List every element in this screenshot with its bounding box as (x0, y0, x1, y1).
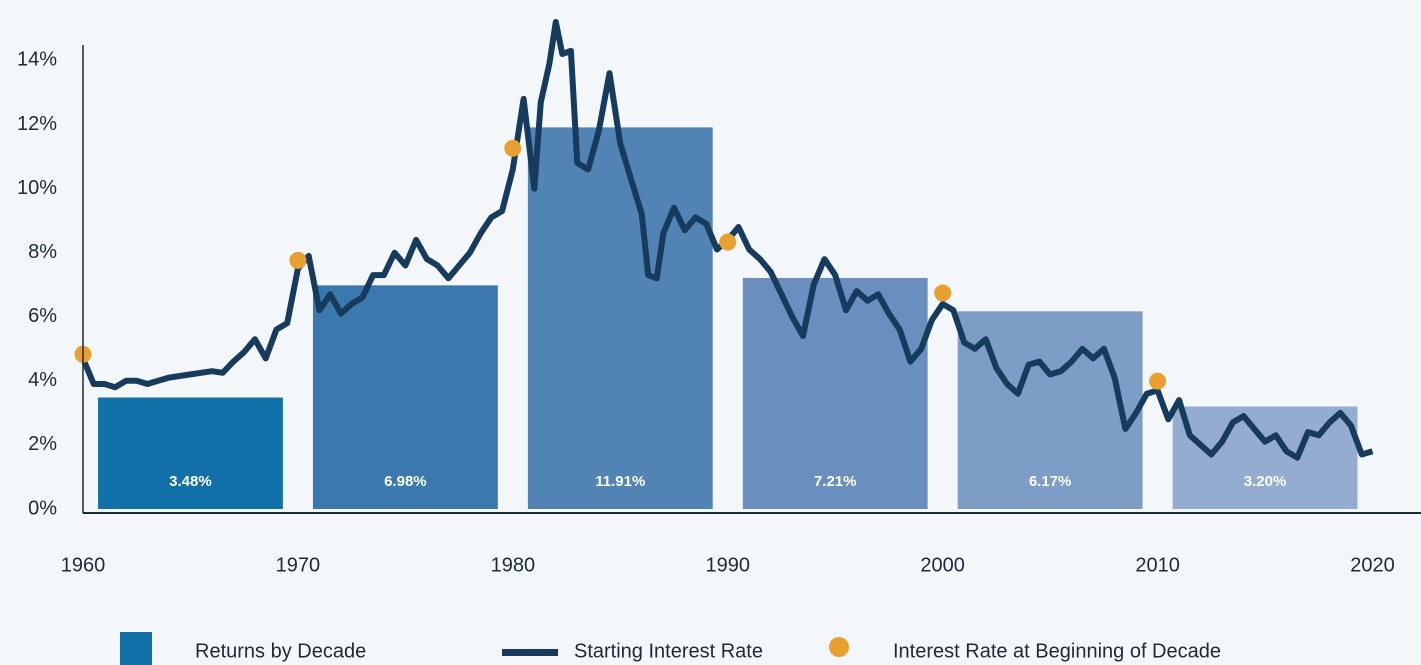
legend-swatch (120, 632, 152, 665)
y-tick-label: 12% (17, 113, 57, 135)
x-tick-label: 1970 (276, 554, 321, 576)
y-tick-label: 8% (28, 241, 57, 263)
bar (742, 277, 928, 509)
axes: 0% 2% 4% 6% 8% 10% 12% 14% 1960 1970 1980 1990 2000 2… (17, 45, 1421, 576)
bar-value-label: 3.20% (1244, 473, 1287, 490)
dots (74, 139, 1167, 390)
bar-value-label: 11.91% (595, 473, 645, 490)
y-tick-label: 4% (28, 369, 57, 391)
legend-label: Starting Interest Rate (574, 640, 763, 662)
x-tick-label: 2000 (920, 554, 965, 576)
bar (527, 127, 713, 510)
y-tick-label: 10% (17, 177, 57, 199)
bar (98, 397, 283, 509)
bar-value-label: 3.48% (169, 473, 212, 490)
bars: 3.48% 6.98% 11.91% 7.21% 6.17% 3.20% (98, 127, 1358, 510)
decade-dot (289, 251, 307, 269)
legend-label: Interest Rate at Beginning of Decade (893, 640, 1221, 662)
legend: Returns by Decade Starting Interest Rate I… (120, 632, 1221, 665)
x-tick-label: 2020 (1350, 554, 1395, 576)
decade-dot (934, 284, 952, 302)
bar-value-label: 6.98% (384, 473, 427, 490)
bar-value-label: 6.17% (1029, 473, 1072, 490)
x-tick-label: 2010 (1135, 554, 1180, 576)
decade-dot (719, 233, 737, 251)
decade-dot (1149, 372, 1167, 390)
decade-dot (504, 139, 522, 157)
bar-value-label: 7.21% (814, 473, 857, 490)
legend-label: Returns by Decade (195, 640, 366, 662)
y-tick-label: 2% (28, 433, 57, 455)
y-tick-label: 0% (28, 497, 57, 519)
x-tick-label: 1980 (491, 554, 536, 576)
x-tick-label: 1960 (61, 554, 106, 576)
y-tick-label: 6% (28, 305, 57, 327)
legend-swatch (502, 649, 558, 656)
legend-swatch (829, 637, 849, 657)
bar (312, 285, 498, 509)
x-tick-label: 1990 (706, 554, 751, 576)
y-tick-label: 14% (17, 49, 57, 71)
